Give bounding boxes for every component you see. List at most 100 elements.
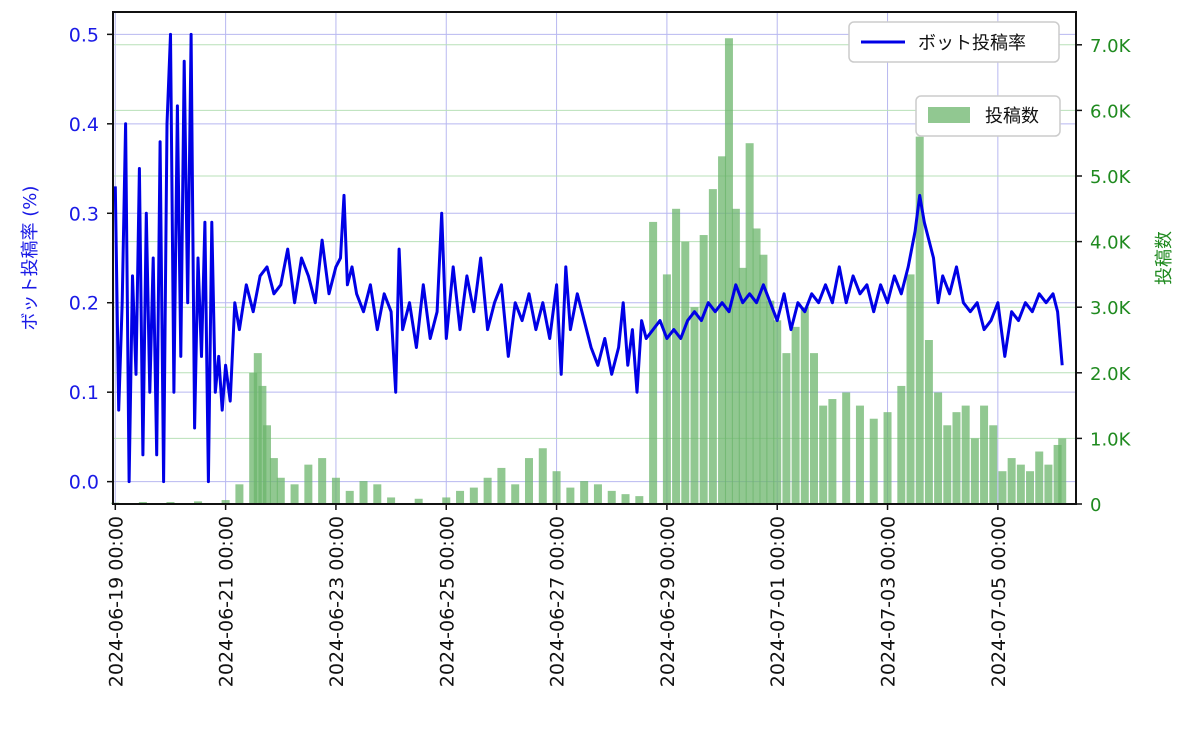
- vertical-gridlines: [114, 12, 999, 504]
- tick-label-left: 0.4: [69, 114, 99, 136]
- bar: [731, 208, 740, 505]
- bar: [253, 353, 262, 504]
- bar: [752, 228, 761, 505]
- bar: [791, 326, 800, 504]
- tick-label-x: 2024-06-19 00:00: [105, 516, 127, 687]
- bar: [934, 392, 943, 504]
- bar: [524, 458, 533, 504]
- right-y-axis-ticks: 0 1.0K 2.0K 3.0K 4.0K 5.0K 6.0K 7.0K: [1076, 36, 1132, 516]
- tick-label-left: 0.2: [69, 293, 99, 315]
- tick-label-x: 2024-06-21 00:00: [216, 516, 238, 687]
- bar: [258, 385, 267, 504]
- bar: [442, 497, 451, 504]
- bar: [387, 497, 396, 504]
- bar: [970, 438, 979, 504]
- bar: [1035, 451, 1044, 504]
- bar: [221, 500, 230, 504]
- bar: [373, 484, 382, 504]
- bar: [1053, 444, 1062, 504]
- tick-label-right: 4.0K: [1090, 233, 1132, 254]
- bar: [672, 208, 681, 505]
- bar: [269, 458, 278, 504]
- bar: [915, 136, 924, 504]
- tick-label-left: 0.5: [69, 24, 99, 46]
- legend-bot-rate: ボット投稿率: [848, 21, 1060, 63]
- line-series-bot-rate: [113, 32, 1064, 484]
- bar: [699, 235, 708, 505]
- bar: [497, 467, 506, 504]
- bar: [745, 143, 754, 504]
- bar: [828, 399, 837, 504]
- bar: [869, 418, 878, 504]
- bar: [998, 471, 1007, 504]
- bar: [681, 241, 690, 504]
- bar: [194, 501, 203, 504]
- bar: [649, 221, 658, 505]
- tick-label-x: 2024-07-03 00:00: [878, 516, 900, 687]
- legend-label-bot-rate: ボット投稿率: [918, 33, 1026, 54]
- legend-label-post-count: 投稿数: [985, 106, 1039, 127]
- bar: [635, 496, 644, 504]
- bar: [1007, 458, 1016, 504]
- bar: [262, 425, 271, 504]
- bar: [469, 487, 478, 504]
- bar: [906, 274, 915, 504]
- bar: [662, 274, 671, 504]
- tick-label-right: 0: [1090, 495, 1101, 516]
- bar: [538, 448, 547, 504]
- bar: [782, 353, 791, 504]
- tick-label-left: 0.0: [69, 472, 99, 494]
- bar: [304, 464, 313, 504]
- tick-label-x: 2024-06-25 00:00: [436, 516, 458, 687]
- bar: [708, 189, 717, 504]
- bar: [331, 477, 340, 504]
- tick-label-x: 2024-06-29 00:00: [657, 516, 679, 687]
- bar: [952, 412, 961, 504]
- tick-label-x: 2024-07-01 00:00: [767, 516, 789, 687]
- bar: [593, 484, 602, 504]
- left-y-axis-label: ボット投稿率 (%): [20, 186, 41, 331]
- bar: [738, 267, 747, 504]
- bar: [359, 481, 368, 504]
- tick-label-right: 6.0K: [1090, 101, 1132, 122]
- bar: [552, 471, 561, 504]
- bar: [276, 477, 285, 504]
- bar: [566, 487, 575, 504]
- right-y-axis-label: 投稿数: [1154, 231, 1175, 285]
- tick-label-x: 2024-06-23 00:00: [326, 516, 348, 687]
- bar: [773, 320, 782, 504]
- bar: [800, 307, 809, 504]
- tick-label-right: 5.0K: [1090, 167, 1132, 188]
- bar: [1044, 464, 1053, 504]
- tick-label-right: 1.0K: [1090, 429, 1132, 450]
- tick-label-right: 3.0K: [1090, 298, 1132, 319]
- tick-label-right: 2.0K: [1090, 364, 1132, 385]
- bar: [766, 300, 775, 504]
- x-axis-ticks: 2024-06-19 00:00 2024-06-21 00:00 2024-06-…: [105, 504, 1010, 687]
- bar: [883, 412, 892, 504]
- tick-label-x: 2024-06-27 00:00: [547, 516, 569, 687]
- bar: [1016, 464, 1025, 504]
- tick-label-x: 2024-07-05 00:00: [988, 516, 1010, 687]
- bar: [1026, 471, 1035, 504]
- bar: [621, 494, 630, 504]
- bar: [724, 38, 733, 505]
- bar: [759, 254, 768, 504]
- tick-label-left: 0.3: [69, 203, 99, 225]
- bar: [511, 484, 520, 504]
- bar: [345, 490, 354, 504]
- bar: [819, 405, 828, 504]
- legend-post-count: 投稿数: [915, 95, 1061, 137]
- bar: [943, 425, 952, 504]
- bar: [1058, 438, 1067, 504]
- bar: [924, 340, 933, 504]
- bar: [855, 405, 864, 504]
- bar: [718, 156, 727, 504]
- bar-series-post-count: [111, 38, 1067, 505]
- plot-frame: [112, 11, 1077, 505]
- left-y-axis-ticks: 0.0 0.1 0.2 0.3 0.4 0.5: [69, 24, 113, 494]
- bar: [690, 307, 699, 504]
- bar: [318, 458, 327, 504]
- bar: [414, 498, 423, 504]
